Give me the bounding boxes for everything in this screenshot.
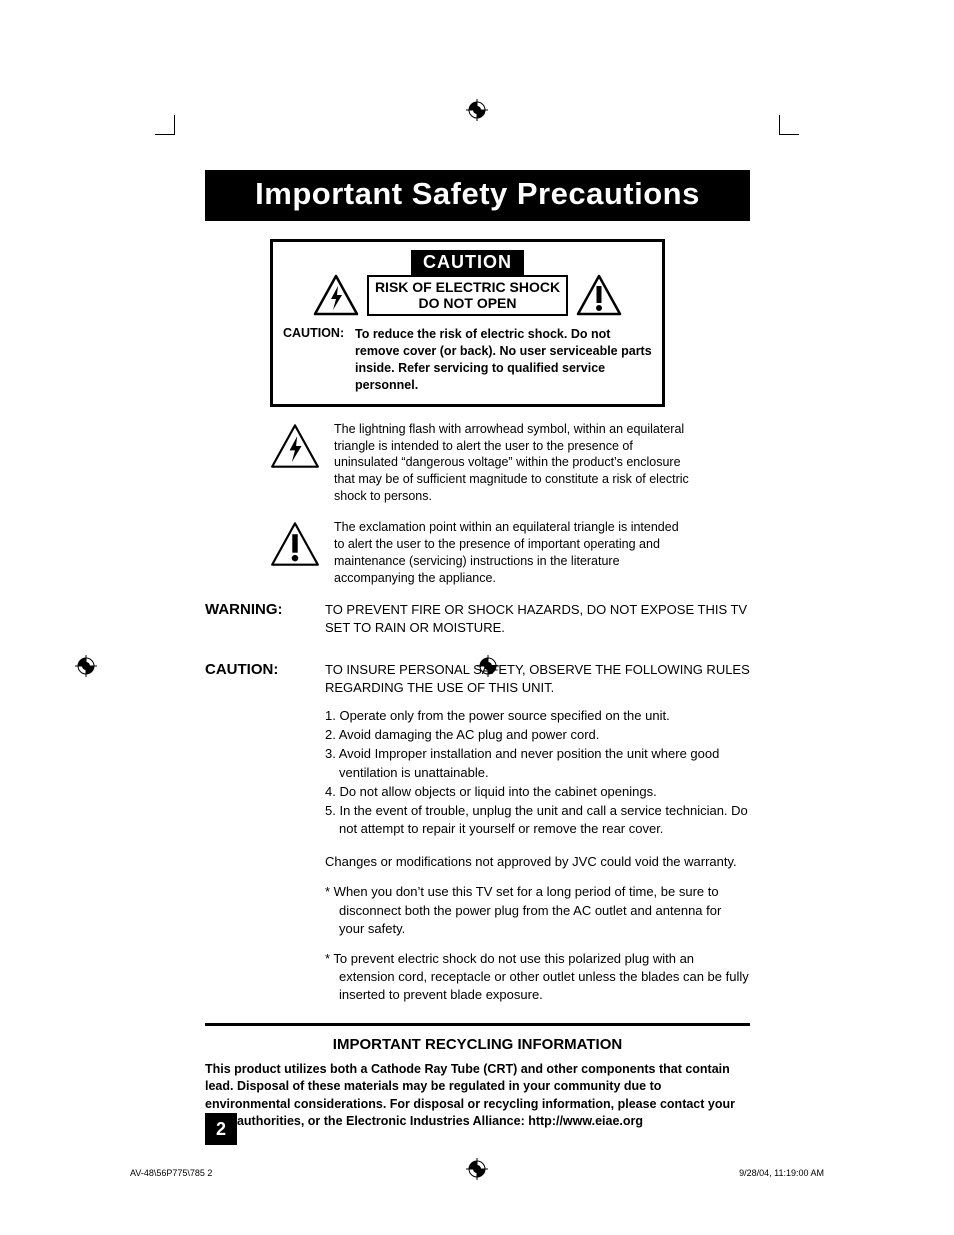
rule-item: 3. Avoid Improper installation and never… [325, 745, 750, 783]
warning-section: WARNING: TO PREVENT FIRE OR SHOCK HAZARD… [205, 601, 750, 637]
caution-sub-line1: RISK OF ELECTRIC SHOCK [375, 279, 560, 295]
symbol-bolt-text: The lightning flash with arrowhead symbo… [334, 421, 690, 505]
symbol-exclaim-text: The exclamation point within an equilate… [334, 519, 690, 587]
page-content: Important Safety Precautions CAUTION RIS… [205, 170, 750, 1131]
page-title: Important Safety Precautions [205, 170, 750, 221]
recycle-title: IMPORTANT RECYCLING INFORMATION [205, 1036, 750, 1053]
changes-text: Changes or modifications not approved by… [325, 853, 750, 871]
rule-item: 4. Do not allow objects or liquid into t… [325, 783, 750, 802]
rule-item: 5. In the event of trouble, unplug the u… [325, 802, 750, 840]
exclamation-triangle-icon [270, 521, 320, 567]
caution2-label: CAUTION: [205, 661, 325, 697]
registration-mark-icon [466, 99, 488, 121]
caution-sub-line2: DO NOT OPEN [418, 295, 516, 311]
caution-sub: RISK OF ELECTRIC SHOCK DO NOT OPEN [367, 275, 568, 316]
caution-header: CAUTION [411, 250, 524, 276]
caution-label: CAUTION: [283, 326, 355, 394]
warning-label: WARNING: [205, 601, 325, 637]
rule-item: 2. Avoid damaging the AC plug and power … [325, 726, 750, 745]
footer-right: 9/28/04, 11:19:00 AM [739, 1168, 824, 1178]
symbol-explanation-bolt: The lightning flash with arrowhead symbo… [270, 421, 690, 505]
lightning-triangle-icon [270, 423, 320, 469]
lightning-triangle-icon [313, 274, 359, 316]
crop-mark-tl [155, 115, 175, 135]
crop-mark-tr [779, 115, 799, 135]
caution-body: To reduce the risk of electric shock. Do… [355, 326, 652, 394]
warning-body: TO PREVENT FIRE OR SHOCK HAZARDS, DO NOT… [325, 601, 750, 637]
star-note: * When you don’t use this TV set for a l… [325, 883, 750, 938]
registration-mark-icon [75, 655, 97, 677]
rules-list: 1. Operate only from the power source sp… [325, 707, 750, 839]
exclamation-triangle-icon [576, 274, 622, 316]
caution2-body: TO INSURE PERSONAL SAFETY, OBSERVE THE F… [325, 661, 750, 697]
recycle-body: This product utilizes both a Cathode Ray… [205, 1061, 750, 1131]
star-note: * To prevent electric shock do not use t… [325, 950, 750, 1005]
rule-item: 1. Operate only from the power source sp… [325, 707, 750, 726]
divider [205, 1023, 750, 1026]
page-number: 2 [205, 1113, 237, 1145]
footer-left: AV-48\56P775\785 2 [130, 1168, 212, 1178]
caution-section: CAUTION: TO INSURE PERSONAL SAFETY, OBSE… [205, 661, 750, 697]
symbol-explanation-exclaim: The exclamation point within an equilate… [270, 519, 690, 587]
footer: AV-48\56P775\785 2 9/28/04, 11:19:00 AM [130, 1168, 824, 1178]
caution-box: CAUTION RISK OF ELECTRIC SHOCK DO NOT OP… [270, 239, 665, 407]
